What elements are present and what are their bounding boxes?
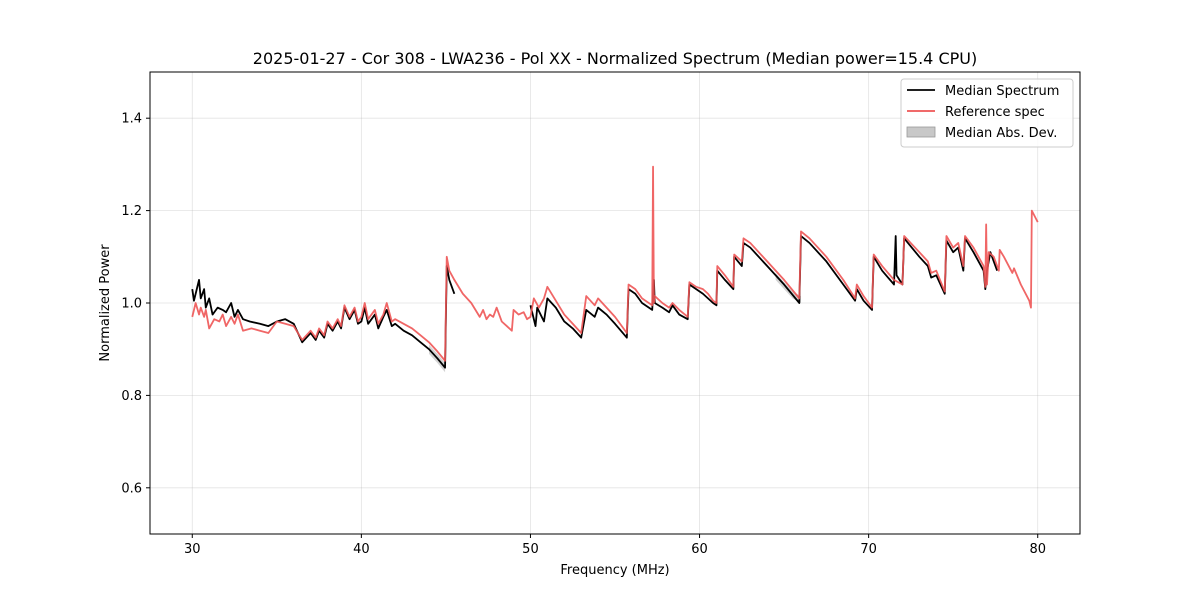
legend-mad-label: Median Abs. Dev. <box>945 126 1057 141</box>
y-tick-label: 0.6 <box>121 481 142 496</box>
x-tick-label: 30 <box>184 542 201 557</box>
x-tick-label: 70 <box>860 542 877 557</box>
y-tick-label: 0.8 <box>121 389 142 404</box>
legend-mad-patch-swatch <box>906 126 936 138</box>
legend: Median Spectrum Reference spec Median Ab… <box>900 78 1074 148</box>
chart-title: 2025-01-27 - Cor 308 - LWA236 - Pol XX -… <box>253 49 977 68</box>
reference-spectrum-line <box>191 165 1039 362</box>
x-tick-label: 80 <box>1029 542 1046 557</box>
series-lines <box>191 165 1039 369</box>
legend-median-label: Median Spectrum <box>945 84 1059 99</box>
axis-ticks: 30 40 50 60 70 80 0.6 0.8 1.0 1.2 1.4 <box>121 112 1046 557</box>
median-spectrum-line <box>191 265 456 369</box>
x-axis-label: Frequency (MHz) <box>560 563 669 578</box>
legend-box <box>900 78 1074 148</box>
legend-reference-label: Reference spec <box>945 105 1045 120</box>
y-tick-label: 1.4 <box>121 112 142 127</box>
x-tick-label: 60 <box>691 542 708 557</box>
y-axis-label: Normalized Power <box>98 244 113 362</box>
x-tick-label: 40 <box>353 542 370 557</box>
mad-band-area <box>775 272 801 303</box>
y-tick-label: 1.2 <box>121 204 142 219</box>
x-tick-label: 50 <box>522 542 539 557</box>
median-spectrum-line <box>529 235 998 339</box>
y-tick-label: 1.0 <box>121 297 142 312</box>
